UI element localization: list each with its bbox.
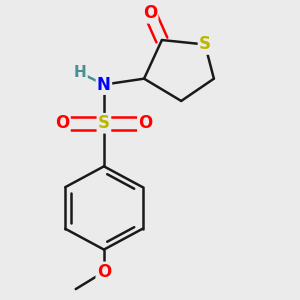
Text: O: O <box>97 263 111 281</box>
Text: O: O <box>55 114 69 132</box>
Text: N: N <box>97 76 111 94</box>
Text: S: S <box>199 35 211 53</box>
Text: S: S <box>98 114 110 132</box>
Text: H: H <box>74 65 86 80</box>
Text: O: O <box>138 114 153 132</box>
Text: O: O <box>143 4 157 22</box>
